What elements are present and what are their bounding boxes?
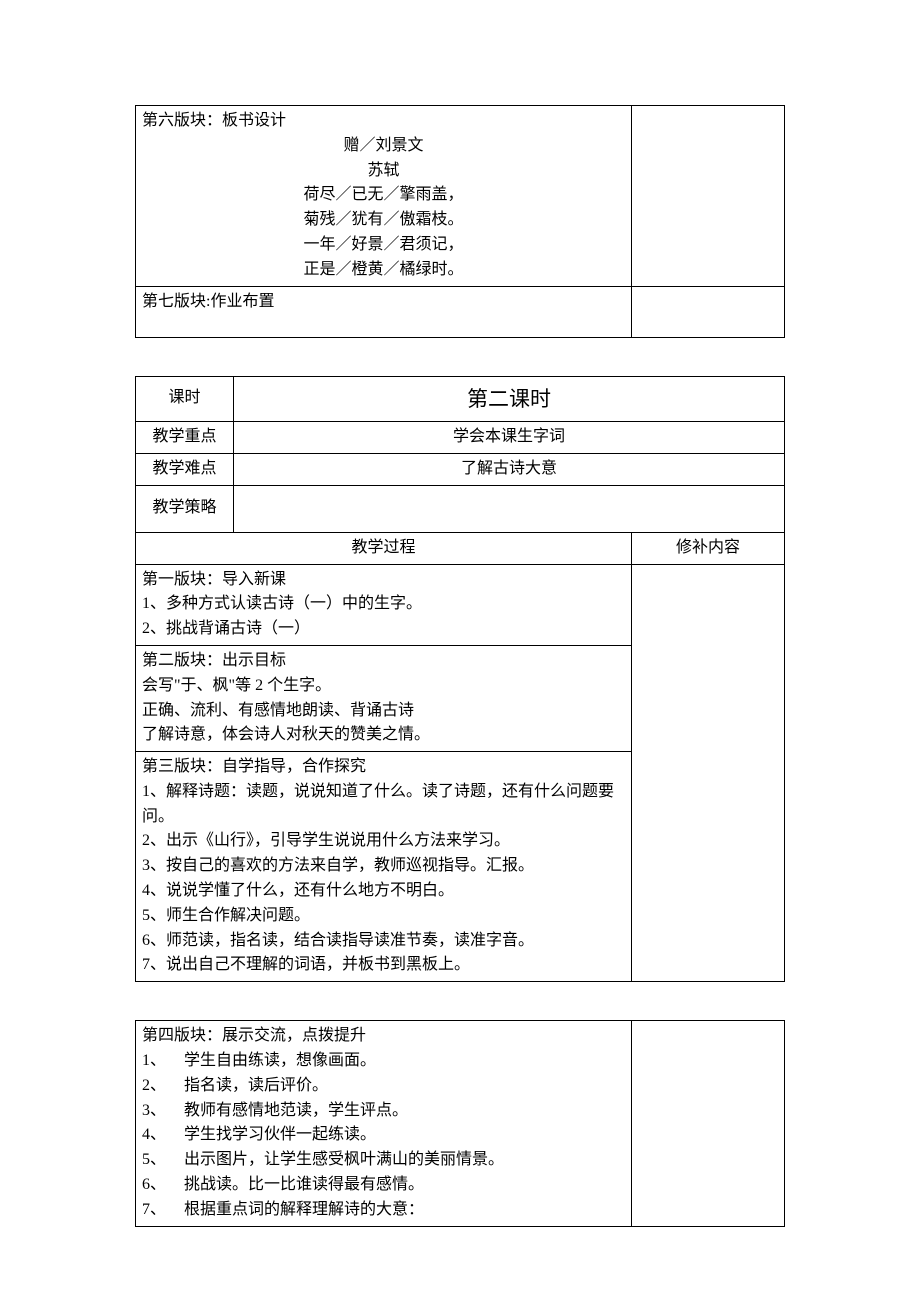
block3-title: 第三版块：自学指导，合作探究	[142, 755, 625, 780]
item-number: 5、	[142, 1148, 184, 1173]
block1-line: 2、挑战背诵古诗（一）	[142, 617, 625, 642]
difficulty-value: 了解古诗大意	[234, 453, 785, 485]
block6-supplement	[632, 106, 785, 287]
block2-line: 正确、流利、有感情地朗读、背诵古诗	[142, 699, 625, 724]
poem-line: 正是／橙黄／橘绿时。	[142, 258, 625, 283]
block4-title: 第四版块：展示交流，点拨提升	[142, 1024, 625, 1049]
block3-line: 1、解释诗题：读题，说说知道了什么。读了诗题，还有什么问题要问。	[142, 780, 625, 830]
item-text: 教师有感情地范读，学生评点。	[184, 1099, 625, 1124]
list-item: 6、挑战读。比一比谁读得最有感情。	[142, 1173, 625, 1198]
focus-value: 学会本课生字词	[234, 422, 785, 454]
strategy-label: 教学策略	[136, 485, 234, 532]
block3-cell: 第三版块：自学指导，合作探究 1、解释诗题：读题，说说知道了什么。读了诗题，还有…	[136, 752, 632, 982]
list-item: 3、教师有感情地范读，学生评点。	[142, 1099, 625, 1124]
block2-title: 第二版块：出示目标	[142, 649, 625, 674]
block7-title: 第七版块:作业布置	[142, 290, 625, 315]
poem-line: 一年／好景／君须记，	[142, 233, 625, 258]
table-lesson2: 课时 第二课时 教学重点 学会本课生字词 教学难点 了解古诗大意 教学策略 教学…	[135, 376, 785, 983]
block7-supplement	[632, 286, 785, 337]
item-number: 7、	[142, 1198, 184, 1223]
item-number: 1、	[142, 1049, 184, 1074]
block3-line: 6、师范读，指名读，结合读指导读准节奏，读准字音。	[142, 929, 625, 954]
item-number: 3、	[142, 1099, 184, 1124]
item-text: 挑战读。比一比谁读得最有感情。	[184, 1173, 625, 1198]
block4-supplement	[632, 1021, 785, 1226]
block2-line: 了解诗意，体会诗人对秋天的赞美之情。	[142, 723, 625, 748]
block3-line: 7、说出自己不理解的词语，并板书到黑板上。	[142, 953, 625, 978]
period-value: 第二课时	[234, 376, 785, 422]
block3-line: 2、出示《山行》，引导学生说说用什么方法来学习。	[142, 829, 625, 854]
item-text: 指名读，读后评价。	[184, 1074, 625, 1099]
item-text: 学生找学习伙伴一起练读。	[184, 1123, 625, 1148]
block3-line: 4、说说学懂了什么，还有什么地方不明白。	[142, 879, 625, 904]
item-number: 2、	[142, 1074, 184, 1099]
list-item: 2、指名读，读后评价。	[142, 1074, 625, 1099]
document-page: 第六版块：板书设计 赠／刘景文 苏轼 荷尽／已无／擎雨盖， 菊残／犹有／傲霜枝。…	[0, 0, 920, 1287]
block3-line: 5、师生合作解决问题。	[142, 904, 625, 929]
difficulty-label: 教学难点	[136, 453, 234, 485]
block1-line: 1、多种方式认读古诗（一）中的生字。	[142, 592, 625, 617]
supplement-col	[632, 564, 785, 982]
process-header: 教学过程	[136, 532, 632, 564]
item-text: 学生自由练读，想像画面。	[184, 1049, 625, 1074]
poem-line: 荷尽／已无／擎雨盖，	[142, 183, 625, 208]
block2-line: 会写"于、枫"等 2 个生字。	[142, 674, 625, 699]
block3-line: 3、按自己的喜欢的方法来自学，教师巡视指导。汇报。	[142, 854, 625, 879]
block2-cell: 第二版块：出示目标 会写"于、枫"等 2 个生字。 正确、流利、有感情地朗读、背…	[136, 645, 632, 751]
period-label: 课时	[136, 376, 234, 422]
table-block4: 第四版块：展示交流，点拨提升 1、学生自由练读，想像画面。 2、指名读，读后评价…	[135, 1020, 785, 1226]
list-item: 1、学生自由练读，想像画面。	[142, 1049, 625, 1074]
list-item: 7、根据重点词的解释理解诗的大意：	[142, 1198, 625, 1223]
item-text: 根据重点词的解释理解诗的大意：	[184, 1198, 625, 1223]
item-number: 6、	[142, 1173, 184, 1198]
strategy-value	[234, 485, 785, 532]
focus-label: 教学重点	[136, 422, 234, 454]
poem-author: 苏轼	[142, 159, 625, 184]
poem-title: 赠／刘景文	[142, 134, 625, 159]
block4-cell: 第四版块：展示交流，点拨提升 1、学生自由练读，想像画面。 2、指名读，读后评价…	[136, 1021, 632, 1226]
block1-title: 第一版块：导入新课	[142, 568, 625, 593]
poem-line: 菊残／犹有／傲霜枝。	[142, 208, 625, 233]
table-block6-7: 第六版块：板书设计 赠／刘景文 苏轼 荷尽／已无／擎雨盖， 菊残／犹有／傲霜枝。…	[135, 105, 785, 338]
item-number: 4、	[142, 1123, 184, 1148]
block7-cell: 第七版块:作业布置	[136, 286, 632, 337]
block6-cell: 第六版块：板书设计 赠／刘景文 苏轼 荷尽／已无／擎雨盖， 菊残／犹有／傲霜枝。…	[136, 106, 632, 287]
supplement-header: 修补内容	[632, 532, 785, 564]
list-item: 5、出示图片，让学生感受枫叶满山的美丽情景。	[142, 1148, 625, 1173]
item-text: 出示图片，让学生感受枫叶满山的美丽情景。	[184, 1148, 625, 1173]
list-item: 4、学生找学习伙伴一起练读。	[142, 1123, 625, 1148]
block6-title: 第六版块：板书设计	[142, 109, 625, 134]
block1-cell: 第一版块：导入新课 1、多种方式认读古诗（一）中的生字。 2、挑战背诵古诗（一）	[136, 564, 632, 645]
